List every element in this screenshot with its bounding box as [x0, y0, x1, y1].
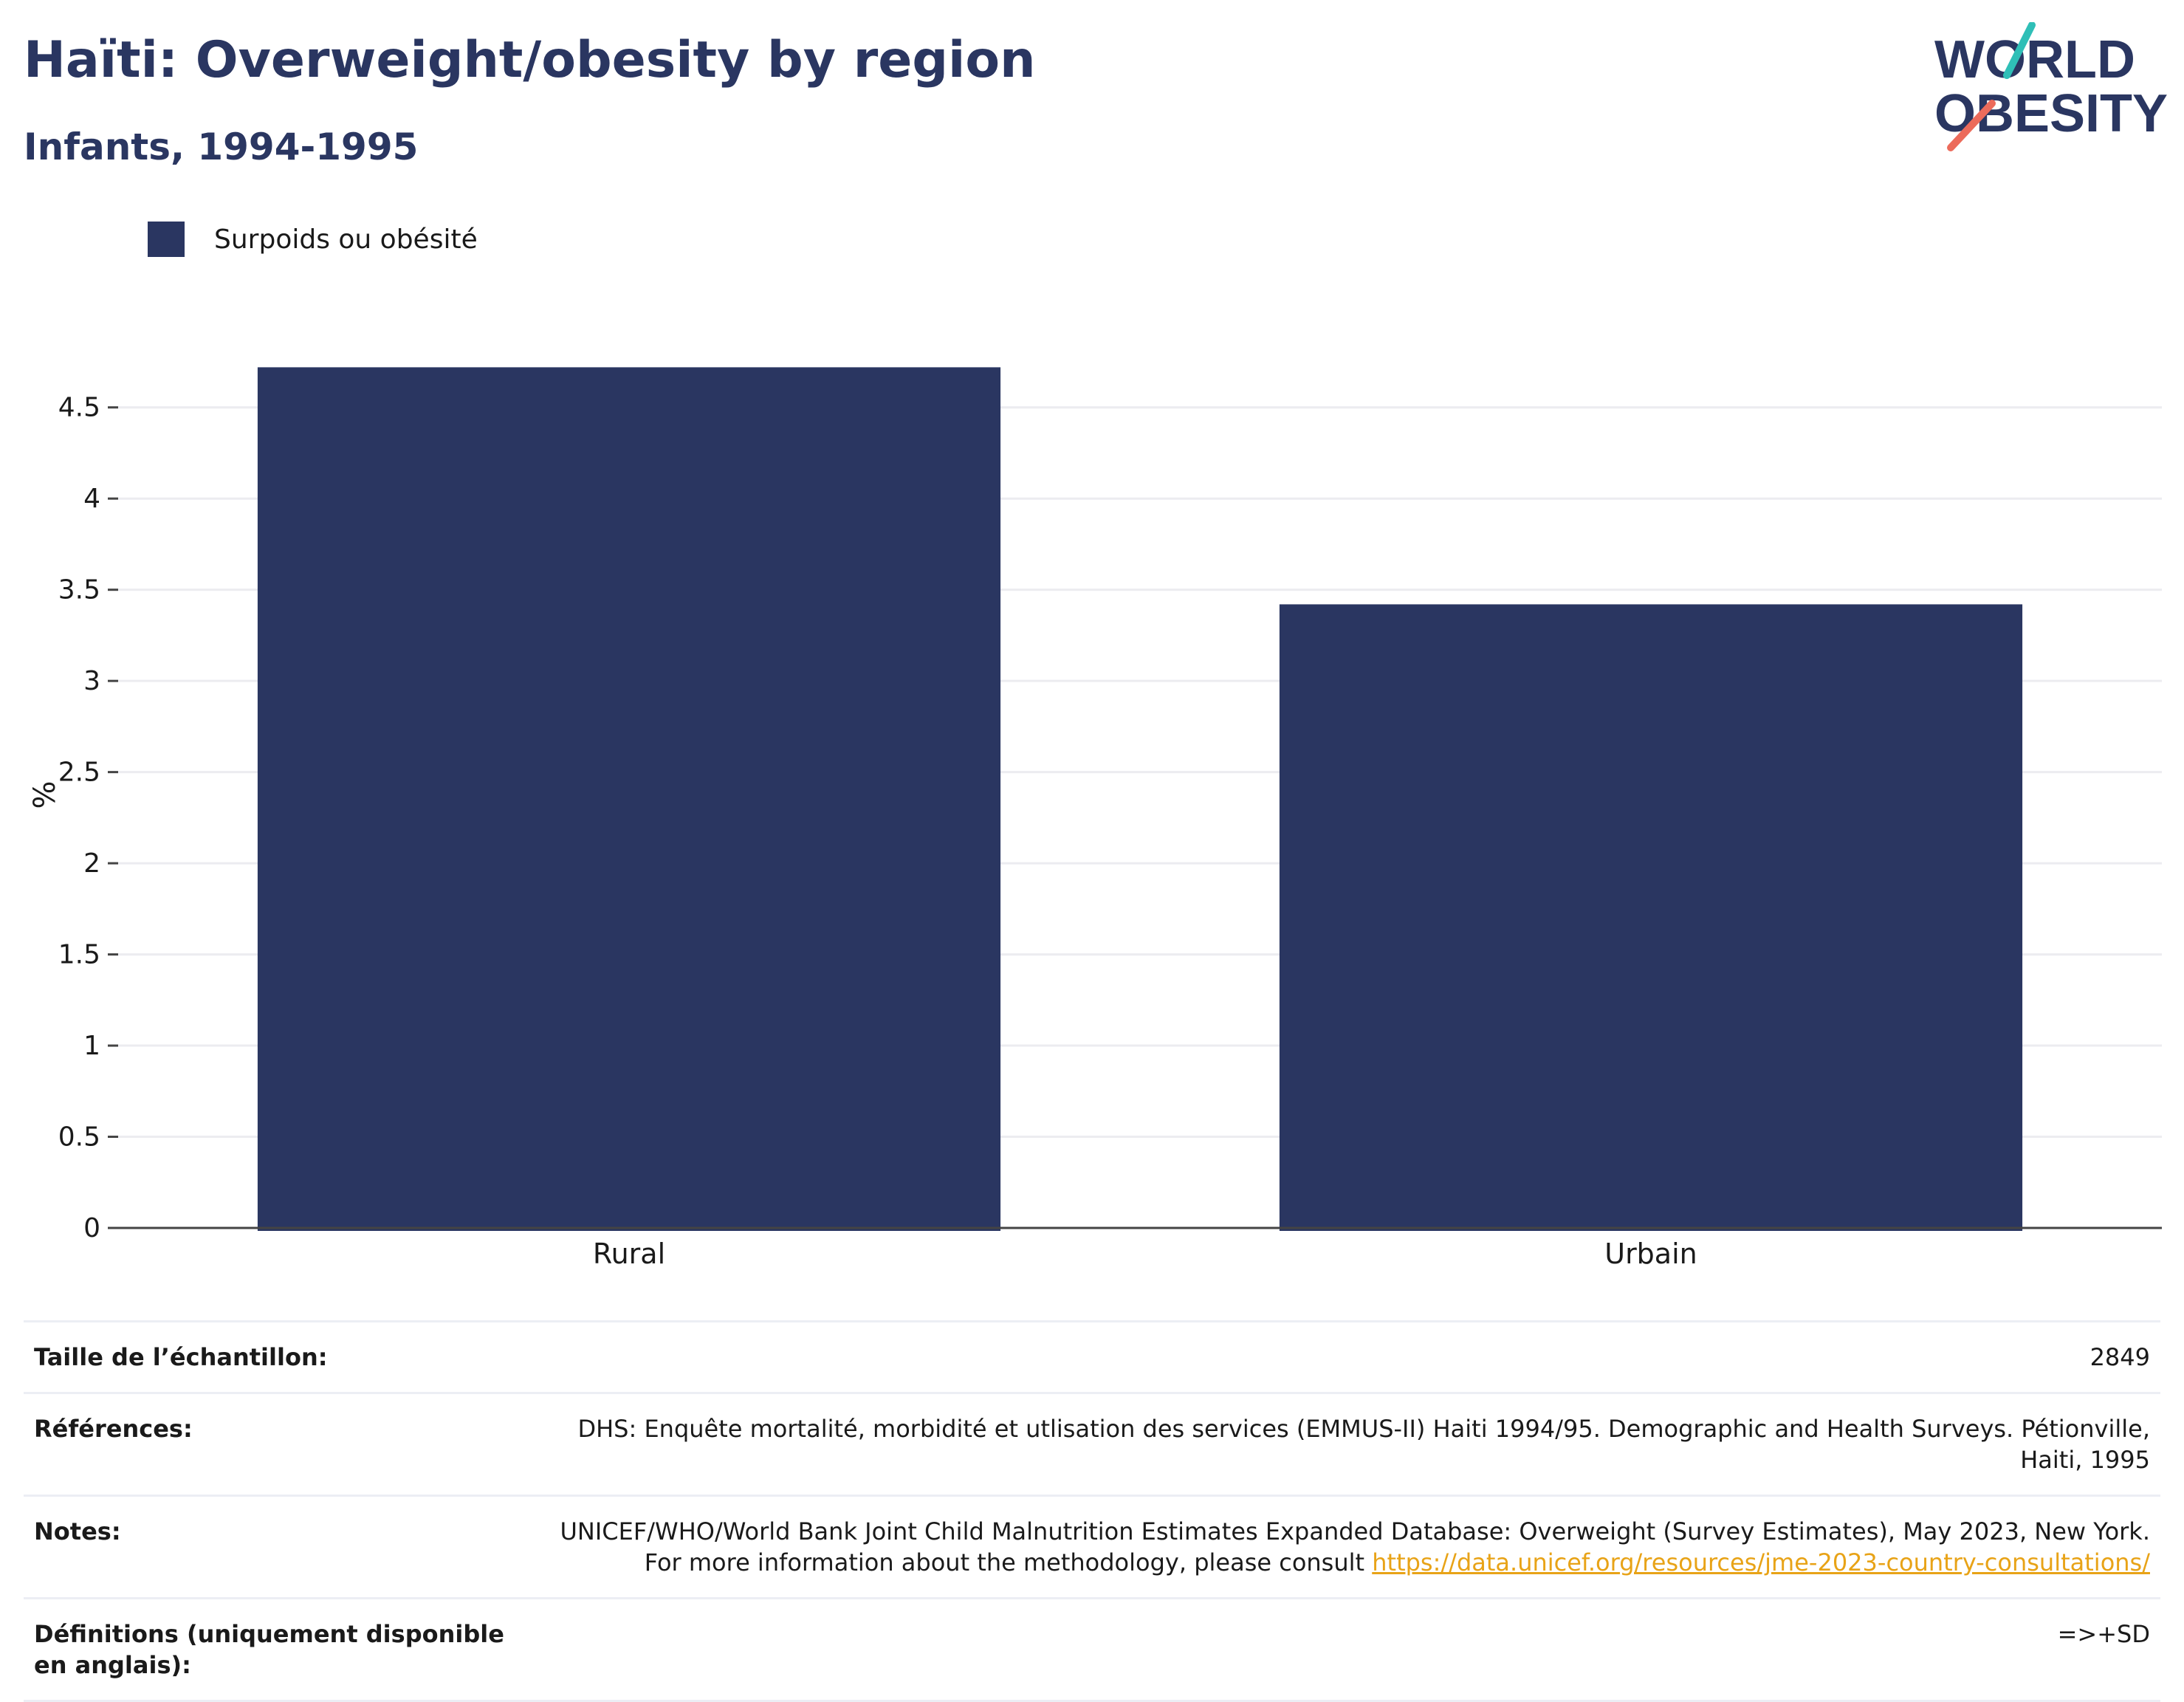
info-row-references: Références: DHS: Enquête mortalité, morb… [24, 1392, 2160, 1496]
bar-chart: 0 0.5 1 1.5 2 2.5 3 3.5 4 4.5 Rural Urbain% [0, 347, 2184, 1277]
x-tick-label: Urbain [1604, 1238, 1697, 1270]
page-subtitle: Infants, 1994-1995 [24, 126, 419, 168]
info-row-definitions: Définitions (uniquement disponible en an… [24, 1597, 2160, 1702]
y-tick-label: 2.5 [58, 758, 100, 788]
world-obesity-logo: WORLD OBESITY [1934, 22, 2168, 151]
y-tick-label: 0.5 [58, 1122, 100, 1153]
sample-value: 2849 [517, 1320, 2160, 1393]
sample-label: Taille de l’échantillon: [24, 1320, 517, 1393]
references-label: Références: [24, 1392, 517, 1496]
logo-line2: OBESITY [1934, 84, 2168, 143]
logo-line1: WORLD [1934, 30, 2135, 89]
x-tick-label: Rural [593, 1238, 665, 1270]
notes-label: Notes: [24, 1495, 517, 1599]
y-tick-label: 0 [83, 1213, 100, 1243]
y-tick-label: 1 [83, 1031, 100, 1061]
info-row-notes: Notes: UNICEF/WHO/World Bank Joint Child… [24, 1495, 2160, 1599]
y-tick-label: 4 [83, 484, 100, 514]
legend[interactable]: Surpoids ou obésité [148, 222, 478, 257]
y-tick-label: 2 [83, 848, 100, 879]
y-axis-label: % [28, 780, 62, 809]
info-row-sample: Taille de l’échantillon: 2849 [24, 1320, 2160, 1393]
references-value: DHS: Enquête mortalité, morbidité et utl… [517, 1392, 2160, 1496]
notes-value: UNICEF/WHO/World Bank Joint Child Malnut… [517, 1495, 2160, 1599]
y-tick-label: 3.5 [58, 575, 100, 605]
info-table: Taille de l’échantillon: 2849 Références… [24, 1320, 2160, 1702]
legend-label: Surpoids ou obésité [214, 224, 478, 255]
methodology-link[interactable]: https://data.unicef.org/resources/jme-20… [1372, 1548, 2150, 1576]
definitions-value: =>+SD [517, 1597, 2160, 1702]
page-title: Haïti: Overweight/obesity by region [24, 31, 1036, 89]
bar-urbain [1279, 604, 2023, 1231]
notes-text: UNICEF/WHO/World Bank Joint Child Malnut… [560, 1517, 2151, 1576]
y-tick-label: 1.5 [58, 940, 100, 970]
chart-svg: 0 0.5 1 1.5 2 2.5 3 3.5 4 4.5 Rural Urbain% [28, 367, 2162, 1270]
bar-rural [257, 367, 1001, 1231]
definitions-label: Définitions (uniquement disponible en an… [24, 1597, 517, 1702]
y-tick-label: 3 [83, 666, 100, 696]
legend-swatch [148, 222, 185, 257]
y-tick-label: 4.5 [58, 393, 100, 423]
